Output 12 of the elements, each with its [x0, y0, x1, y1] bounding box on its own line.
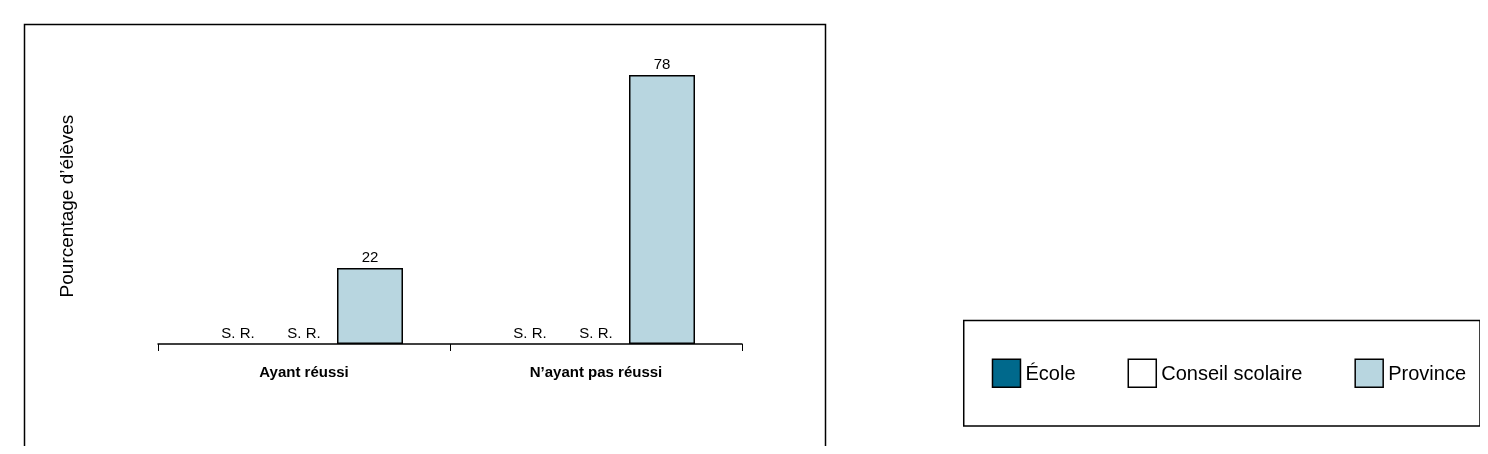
text: S. R.	[221, 324, 255, 341]
text: S. R.	[513, 324, 547, 341]
legend-label: École	[1025, 362, 1076, 385]
text: S. R.	[287, 324, 321, 341]
data-label: 78	[653, 54, 671, 72]
x-tick-label: Ayant réussi	[259, 363, 349, 380]
legend-label: Conseil scolaire	[1161, 362, 1303, 385]
x-tick-label: N’ayant pas réussi	[529, 363, 663, 380]
data-label: 22	[361, 248, 379, 266]
legend-label: Province	[1388, 362, 1466, 385]
y-axis-title: Pourcentage d’élèves	[56, 114, 77, 298]
text: S. R.	[579, 324, 613, 341]
